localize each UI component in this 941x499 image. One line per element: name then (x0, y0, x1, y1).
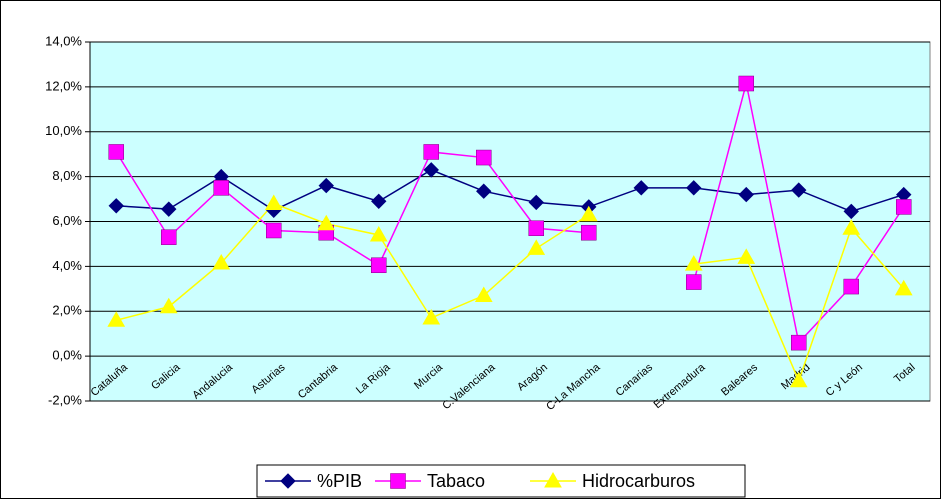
marker (423, 162, 439, 178)
marker (317, 214, 336, 231)
marker (318, 177, 334, 194)
y-tick-label: 14,0% (45, 33, 82, 48)
marker (528, 220, 544, 236)
y-tick-label: 0,0% (52, 348, 82, 363)
marker (159, 297, 178, 314)
marker (107, 311, 126, 327)
marker (684, 255, 703, 271)
marker (738, 186, 754, 203)
marker (633, 180, 649, 196)
marker (476, 183, 492, 199)
marker (476, 149, 492, 166)
marker (280, 473, 296, 489)
y-tick-label: 6,0% (52, 213, 82, 228)
marker (422, 308, 441, 325)
marker (528, 194, 544, 211)
series-line (116, 169, 904, 213)
marker (896, 199, 912, 215)
y-tick-label: 4,0% (52, 258, 82, 273)
marker (843, 203, 859, 220)
marker (371, 193, 387, 210)
marker (686, 180, 702, 196)
legend-label: Tabaco (427, 471, 485, 491)
marker (791, 334, 807, 351)
marker (737, 248, 756, 264)
y-tick-label: 8,0% (52, 168, 82, 183)
legend-label: Hidrocarburos (582, 471, 695, 491)
marker (371, 257, 387, 274)
marker (212, 254, 231, 270)
marker (474, 286, 493, 303)
legend-box (256, 464, 746, 498)
marker (264, 194, 283, 211)
marker (579, 205, 598, 222)
y-tick-label: 12,0% (45, 78, 82, 93)
marker (161, 229, 177, 245)
y-tick-label: -2,0% (48, 392, 82, 407)
marker (108, 144, 124, 160)
marker (390, 473, 406, 489)
marker (791, 182, 807, 198)
marker (738, 75, 754, 92)
marker (581, 224, 597, 241)
marker (369, 225, 388, 242)
y-tick-label: 10,0% (45, 123, 82, 138)
marker (213, 180, 229, 196)
legend-label: %PIB (317, 471, 362, 491)
marker (894, 279, 913, 296)
marker (266, 222, 282, 239)
y-tick-label: 2,0% (52, 303, 82, 318)
legend: %PIB Tabaco Hidrocarburos (256, 464, 746, 498)
marker (161, 201, 177, 217)
marker (527, 239, 546, 255)
marker (686, 274, 702, 290)
marker (544, 471, 562, 488)
marker (842, 219, 861, 235)
marker (423, 144, 439, 160)
marker (789, 371, 808, 388)
marker (843, 278, 859, 295)
marker (108, 198, 124, 214)
